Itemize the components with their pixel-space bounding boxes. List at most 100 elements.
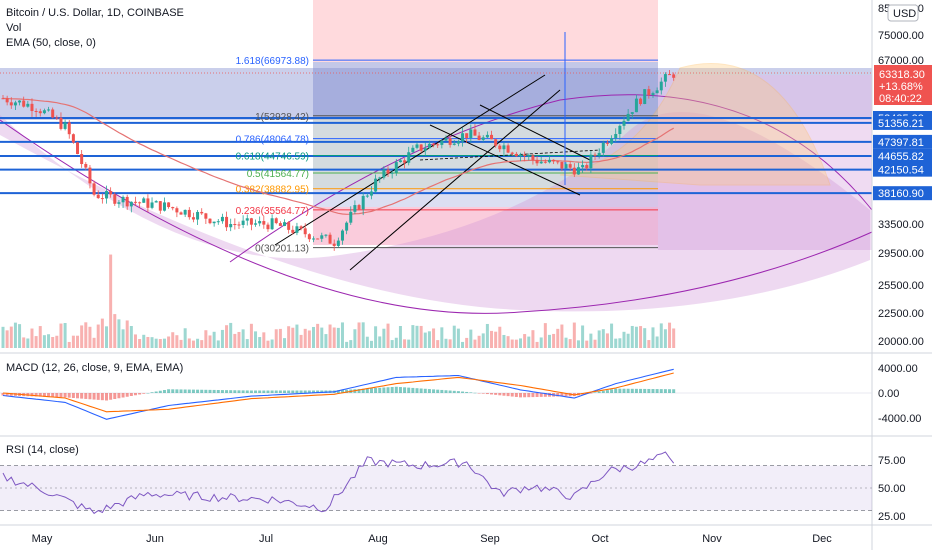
macd-hist-bar	[365, 388, 369, 393]
macd-hist-bar	[133, 393, 137, 396]
volume-bar	[249, 323, 253, 348]
candle-body	[129, 201, 133, 207]
macd-hist-bar	[266, 390, 270, 393]
candle-body	[191, 217, 195, 220]
last-price-countdown: 08:40:22	[879, 93, 922, 105]
volume-bar	[427, 331, 431, 348]
rsi-pane[interactable]: RSI (14, close) 75.00 50.00 25.00	[0, 444, 906, 523]
candle-body	[618, 125, 622, 135]
macd-hist-bar	[622, 388, 626, 393]
candle-body	[610, 138, 614, 144]
candle-body	[527, 155, 531, 157]
volume-bar	[212, 331, 216, 348]
candle-body	[672, 74, 676, 78]
volume-bar	[601, 329, 605, 348]
macd-hist-bar	[129, 393, 133, 396]
macd-hist-bar	[47, 393, 51, 397]
candle-body	[328, 234, 332, 244]
signal-line	[2, 372, 674, 413]
macd-hist-bar	[225, 390, 229, 393]
candle-body	[249, 218, 253, 225]
price-tick-badge	[873, 115, 932, 130]
macd-hist-bar	[614, 388, 618, 393]
macd-hist-bar	[473, 392, 477, 394]
candle-body	[506, 145, 510, 153]
rsi-tick-label: 50.00	[878, 483, 906, 495]
candle-body	[225, 216, 229, 228]
volume-bars	[1, 254, 676, 348]
volume-bar	[179, 339, 183, 348]
macd-hist-bar	[415, 388, 419, 393]
volume-bar	[283, 338, 287, 348]
volume-bar	[407, 339, 411, 348]
candle-body	[473, 129, 477, 136]
volume-bar	[357, 322, 361, 348]
volume-bar	[651, 327, 655, 348]
candle-body	[543, 161, 547, 163]
macd-hist-bar	[672, 389, 676, 393]
fib-label: 0(30201.13)	[255, 244, 309, 255]
candle-body	[18, 100, 22, 103]
candle-body	[146, 198, 150, 208]
last-price-badge: 63318.30 +13.68% 08:40:22	[874, 65, 932, 105]
macd-hist-bar	[270, 390, 274, 393]
macd-hist-bar	[485, 393, 489, 395]
macd-pane[interactable]: MACD (12, 26, close, 9, EMA, EMA) 4000.0…	[0, 362, 921, 425]
candle-body	[51, 109, 55, 118]
macd-hist-bar	[254, 390, 258, 393]
volume-bar	[519, 338, 522, 348]
month-label: Dec	[812, 533, 832, 545]
candle-body	[13, 102, 17, 106]
volume-bar	[129, 326, 133, 348]
volume-bar	[5, 330, 9, 348]
volume-bar	[312, 326, 315, 348]
volume-bar	[133, 334, 137, 348]
month-label: Jul	[259, 533, 273, 545]
candle-body	[92, 183, 96, 195]
volume-bar	[365, 336, 369, 348]
candle-body	[167, 202, 171, 208]
candle-body	[175, 208, 179, 213]
candle-body	[262, 221, 266, 225]
time-axis[interactable]: May Jun Jul Aug Sep Oct Nov Dec	[32, 533, 833, 545]
candle-body	[374, 178, 378, 192]
macd-hist-bar	[245, 390, 249, 393]
candle-body	[378, 177, 382, 179]
macd-hist-bar	[398, 387, 402, 393]
macd-line	[2, 368, 674, 420]
macd-hist-bar	[452, 390, 456, 393]
candle-body	[340, 230, 344, 241]
volume-bar	[630, 325, 634, 348]
candle-body	[133, 201, 137, 203]
currency-badge[interactable]: USD	[887, 4, 919, 22]
month-label: Aug	[368, 533, 388, 545]
volume-bar	[643, 328, 647, 348]
macd-hist-bar	[593, 392, 597, 393]
macd-hist-bar	[316, 390, 320, 393]
volume-bar	[672, 328, 676, 348]
candle-body	[448, 138, 452, 145]
volume-bar	[581, 325, 585, 348]
fib-zone-0236	[313, 207, 658, 245]
candle-body	[407, 152, 411, 163]
macd-hist-bar	[125, 393, 129, 397]
candle-body	[353, 205, 357, 212]
candle-body	[216, 221, 220, 223]
macd-hist-bar	[494, 393, 498, 395]
candle-body	[556, 161, 560, 163]
macd-hist-bar	[220, 390, 224, 393]
price-tick-label: 75000.00	[878, 30, 924, 42]
price-tick-label: 33500.00	[878, 219, 924, 231]
price-tick-label: 38160.90	[878, 188, 924, 200]
macd-histogram	[1, 386, 676, 401]
candle-body	[283, 222, 287, 226]
price-axis[interactable]: 85000.0075000.0067000.0052435.2851356.21…	[873, 3, 932, 348]
volume-bar	[415, 325, 419, 348]
candle-body	[336, 240, 340, 246]
macd-label: MACD (12, 26, close, 9, EMA, EMA)	[6, 362, 183, 374]
volume-bar	[618, 338, 622, 348]
volume-bar	[514, 339, 518, 348]
candlestick-series	[1, 69, 676, 251]
macd-hist-bar	[668, 389, 672, 393]
